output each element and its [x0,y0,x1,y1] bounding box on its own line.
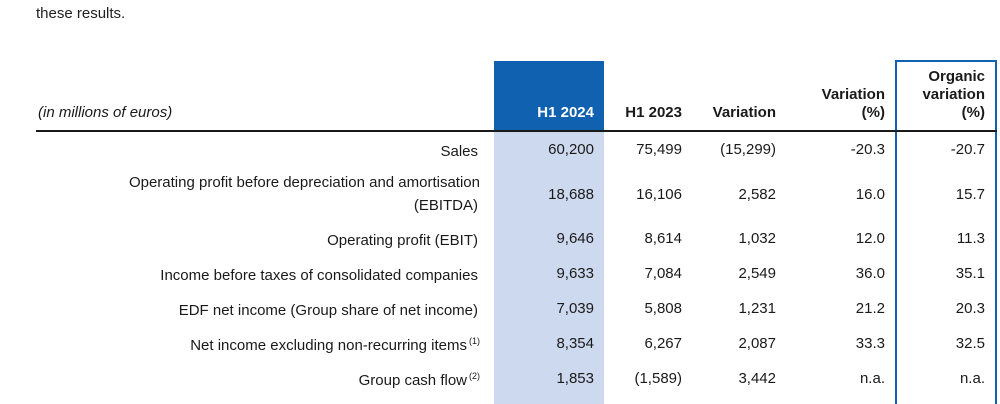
cell-h1-2024: 7,039 [494,291,604,326]
row-label: Income before taxes of consolidated comp… [160,267,478,284]
row-label-cell: Net income excluding non-recurring items… [36,326,494,361]
row-label: Operating profit before depreciation and… [128,174,480,214]
cell-h1-2024: 60,200 [494,131,604,167]
col-header-h1-2024: H1 2024 [494,61,604,132]
row-label: EDF net income (Group share of net incom… [178,302,478,319]
cell-h1-2024: 18,688 [494,167,604,221]
cell-organic-variation-pct: 35.1 [895,256,997,291]
cell-h1-2023: 6,267 [644,335,682,352]
cell-variation-pct: -16.3 [786,396,896,404]
cell-h1-2024: 54,246 [494,396,604,404]
cell-variation-pct: 12.0 [855,230,885,247]
cell-h1-2024: 9,633 [494,256,604,291]
footnote-marker: (2) [469,371,480,381]
cell-h1-2023: 7,084 [644,265,682,282]
row-label-cell: Sales [36,131,494,167]
col-header-unit-label: (in millions of euros) [36,61,494,132]
row-label-cell: Net financial debt(3) [36,396,494,404]
cell-variation-pct: 33.3 [855,335,885,352]
table-row-income-before-taxes: Income before taxes of consolidated comp… [36,256,997,291]
table-row-ebit: Operating profit (EBIT) 9,646 8,614 1,03… [36,221,997,256]
cell-h1-2023: (1,589) [634,370,682,387]
intro-text: these results. [36,5,126,22]
cell-variation: 3,442 [738,370,776,387]
cell-organic-variation-pct: 11.3 [895,221,997,256]
cell-h1-2024: 1,853 [494,361,604,396]
cell-variation: 2,549 [738,265,776,282]
cell-variation: 2,087 [738,335,776,352]
cell-variation-pct: 36.0 [855,265,885,282]
cell-variation: 1,032 [738,230,776,247]
cell-variation-pct: n.a. [859,370,885,387]
cell-organic-variation-pct: 15.7 [895,167,997,221]
row-label: Net income excluding non-recurring items [190,337,467,354]
row-label-cell: Income before taxes of consolidated comp… [36,256,494,291]
table-row-group-cash-flow: Group cash flow (2) 1,853 (1,589) 3,442 n… [36,361,997,396]
table-row-sales: Sales 60,200 75,499 (15,299) -20.3 -20.7 [36,131,997,167]
cell-variation: 2,582 [738,185,776,203]
table-row-edf-net-income: EDF net income (Group share of net incom… [36,291,997,326]
cell-organic-variation-pct: 20.3 [895,291,997,326]
col-header-h1-2023: H1 2023 [604,61,692,132]
table-row-ebitda: Operating profit before depreciation and… [36,167,997,221]
financial-highlights-table: (in millions of euros) H1 2024 H1 2023 V… [36,60,997,404]
cell-variation-pct: 16.0 [855,185,885,203]
cell-variation-pct: 21.2 [855,300,885,317]
row-label-cell: Operating profit before depreciation and… [36,167,494,221]
cell-organic-variation-pct: 32.5 [895,326,997,361]
cell-h1-2024: 8,354 [494,326,604,361]
row-label-cell: EDF net income (Group share of net incom… [36,291,494,326]
table-row-net-financial-debt: Net financial debt(3) 54,246 64,796 (10,… [36,396,997,404]
cell-h1-2024: 9,646 [494,221,604,256]
cell-variation-pct: -20.3 [850,141,885,158]
cell-h1-2023: 16,106 [636,185,682,203]
col-header-variation-pct: Variation (%) [786,61,896,132]
col-header-organic-variation-pct: Organic variation (%) [895,60,997,132]
cell-h1-2023: 8,614 [644,230,682,247]
cell-organic-variation-pct: n.a. [895,396,997,404]
footnote-marker: (1) [469,336,480,346]
cell-variation: (10,550) [692,396,786,404]
col-header-variation: Variation [692,61,786,132]
header-row: (in millions of euros) H1 2024 H1 2023 V… [36,60,997,132]
row-label-cell: Operating profit (EBIT) [36,221,494,256]
table-row-net-income-excl-non-recurring: Net income excluding non-recurring items… [36,326,997,361]
cell-h1-2023: 5,808 [644,300,682,317]
results-table: (in millions of euros) H1 2024 H1 2023 V… [36,60,997,404]
row-label-cell: Group cash flow (2) [36,361,494,396]
row-label: Operating profit (EBIT) [327,232,478,249]
cell-organic-variation-pct: n.a. [895,361,997,396]
cell-h1-2023: 75,499 [636,141,682,158]
row-label: Sales [440,143,478,160]
cell-organic-variation-pct: -20.7 [895,131,997,167]
row-label: Group cash flow [358,372,467,389]
cell-variation: (15,299) [720,141,776,158]
cell-h1-2023: 64,796 [604,396,692,404]
cell-variation: 1,231 [738,300,776,317]
